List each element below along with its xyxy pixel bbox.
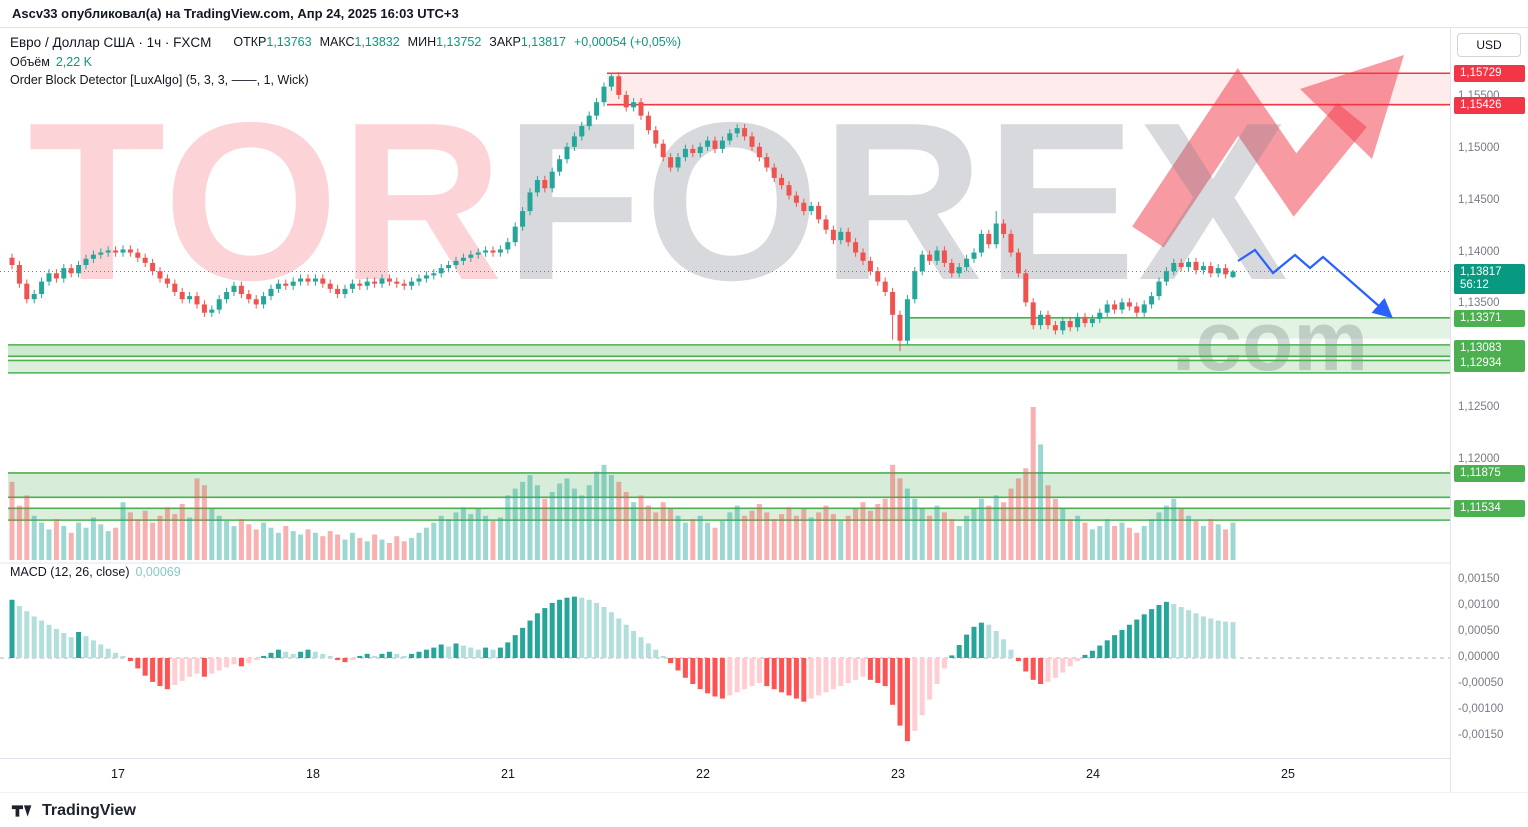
price-tick: 1,15000 <box>1458 141 1500 154</box>
change-value: +0,00054 (+0,05%) <box>574 35 682 49</box>
price-axis-label-value: 1,15426 <box>1460 98 1502 111</box>
macd-value: 0,00069 <box>135 565 181 579</box>
volume-legend-row[interactable]: Объём 2,22 K <box>10 55 681 69</box>
time-label: 21 <box>501 767 515 781</box>
time-axis[interactable]: 17 18 21 22 23 24 25 <box>0 758 1450 793</box>
price-tick: 1,13500 <box>1458 297 1500 310</box>
publish-text: Ascv33 опубликовал(а) на TradingView.com… <box>12 6 459 21</box>
chart-canvas[interactable] <box>0 27 1450 758</box>
price-axis[interactable]: USD 1,155001,150001,145001,140001,135001… <box>1450 27 1528 792</box>
price-tick: 1,12000 <box>1458 452 1500 465</box>
price-axis-label: 1,13083 <box>1454 339 1525 357</box>
price-axis-label: 1,11534 <box>1454 500 1525 518</box>
ohlc-low-value: 1,13752 <box>436 35 482 49</box>
time-label: 17 <box>111 767 125 781</box>
time-label: 23 <box>891 767 905 781</box>
footer: TradingView <box>0 792 1528 827</box>
macd-tick: -0,00100 <box>1458 703 1504 715</box>
time-label: 25 <box>1281 767 1295 781</box>
macd-tick: 0,00100 <box>1458 599 1500 611</box>
countdown-timer: 56:12 <box>1460 278 1489 291</box>
macd-legend-row[interactable]: MACD (12, 26, close) 0,00069 <box>10 565 181 579</box>
ohlc-open-label: ОТКР <box>233 35 267 49</box>
time-label: 22 <box>696 767 710 781</box>
watermark-arrow-icon <box>1132 55 1404 248</box>
ohlc-low-label: МИН <box>407 35 437 49</box>
publish-header: Ascv33 опубликовал(а) на TradingView.com… <box>0 0 1528 28</box>
symbol-legend-row[interactable]: Евро / Доллар США · 1ч · FXCM ОТКР1,1376… <box>10 33 681 51</box>
ohlc-close-label: ЗАКР <box>489 35 521 49</box>
price-axis-label: 1,13371 <box>1454 309 1525 327</box>
ohlc-values: ОТКР1,13763 МАКС1,13832 МИН1,13752 ЗАКР1,13… <box>225 33 681 51</box>
price-axis-label-value: 1,13371 <box>1460 311 1502 324</box>
watermark-text-forex: FOREX <box>504 75 1290 327</box>
price-tick: 1,12500 <box>1458 401 1500 414</box>
macd-tick: -0,00150 <box>1458 729 1504 741</box>
volume-label: Объём <box>10 55 50 69</box>
watermark-text-tor: TOR <box>28 75 505 327</box>
price-axis-label-value: 1,12934 <box>1460 357 1502 370</box>
price-axis-label-value: 1,13817 <box>1460 265 1502 278</box>
macd-tick: 0,00150 <box>1458 573 1500 585</box>
volume-value: 2,22 K <box>55 55 92 69</box>
chart-legend: Евро / Доллар США · 1ч · FXCM ОТКР1,1376… <box>10 33 681 91</box>
price-axis-label: 1,12934 <box>1454 355 1525 373</box>
price-axis-label-value: 1,11875 <box>1460 466 1501 479</box>
indicator-title: Order Block Detector [LuxAlgo] (5, 3, 3,… <box>10 73 309 87</box>
tradingview-logo-icon[interactable] <box>10 802 36 820</box>
ohlc-close-value: 1,13817 <box>520 35 566 49</box>
price-axis-label: 1,15729 <box>1454 65 1525 83</box>
symbol-title[interactable]: Евро / Доллар США · 1ч · FXCM <box>10 34 212 50</box>
ohlc-open-value: 1,13763 <box>266 35 312 49</box>
currency-button[interactable]: USD <box>1457 33 1521 57</box>
tradingview-brand[interactable]: TradingView <box>42 801 136 819</box>
ohlc-high-value: 1,13832 <box>354 35 400 49</box>
macd-label: MACD (12, 26, close) <box>10 565 130 579</box>
macd-tick: 0,00000 <box>1458 651 1500 663</box>
time-label: 18 <box>306 767 320 781</box>
watermark-text: TORFOREX <box>28 89 1290 314</box>
price-axis-label: 1,15426 <box>1454 96 1525 114</box>
price-axis-label-value: 1,13083 <box>1460 341 1502 354</box>
price-axis-label-value: 1,11534 <box>1460 502 1501 515</box>
price-tick: 1,14500 <box>1458 193 1500 206</box>
time-label: 24 <box>1086 767 1100 781</box>
macd-tick: -0,00050 <box>1458 677 1504 689</box>
price-axis-label-value: 1,15729 <box>1460 67 1502 80</box>
price-axis-label: 1,13817 56:12 <box>1454 263 1525 294</box>
ohlc-high-label: МАКС <box>319 35 355 49</box>
macd-tick: 0,00050 <box>1458 625 1500 637</box>
price-tick: 1,14000 <box>1458 245 1500 258</box>
price-axis-label: 1,11875 <box>1454 464 1525 482</box>
indicator-legend-row[interactable]: Order Block Detector [LuxAlgo] (5, 3, 3,… <box>10 73 681 87</box>
